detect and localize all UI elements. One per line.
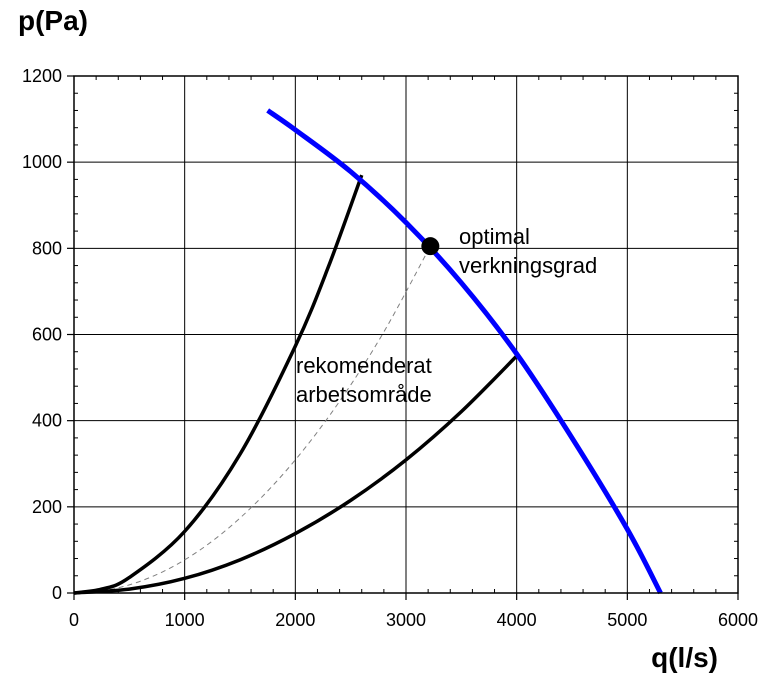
optimal-label-line2: verkningsgrad [459, 253, 597, 278]
grid [67, 75, 739, 600]
lower-system-curve [73, 354, 518, 595]
y-tick-labels: 0 200 400 600 800 1000 1200 [22, 66, 62, 603]
optimal-system-curve [73, 245, 431, 594]
y-tick-label: 600 [32, 325, 62, 345]
x-tick-label: 0 [69, 610, 79, 630]
x-tick-labels: 0 1000 2000 3000 4000 5000 6000 [69, 610, 758, 630]
series-layer [73, 108, 663, 595]
points-layer [421, 237, 440, 256]
x-tick-label: 6000 [718, 610, 758, 630]
optimal-point [421, 237, 440, 256]
x-tick-label: 1000 [165, 610, 205, 630]
y-tick-label: 800 [32, 238, 62, 258]
y-tick-label: 0 [52, 583, 62, 603]
y-tick-label: 1200 [22, 66, 62, 86]
upper-system-curve [73, 174, 364, 595]
y-tick-label: 1000 [22, 152, 62, 172]
plot-frame [73, 75, 739, 594]
x-tick-label: 4000 [497, 610, 537, 630]
y-tick-label: 200 [32, 497, 62, 517]
range-label-line1: rekomenderat [296, 353, 432, 378]
range-label-line2: arbetsområde [296, 382, 432, 407]
x-tick-label: 3000 [386, 610, 426, 630]
x-axis-title: q(l/s) [651, 642, 718, 673]
x-tick-label: 5000 [607, 610, 647, 630]
fan-curve [266, 108, 663, 595]
y-tick-label: 400 [32, 411, 62, 431]
x-tick-label: 2000 [275, 610, 315, 630]
optimal-label-line1: optimal [459, 224, 530, 249]
y-axis-title: p(Pa) [18, 5, 88, 36]
